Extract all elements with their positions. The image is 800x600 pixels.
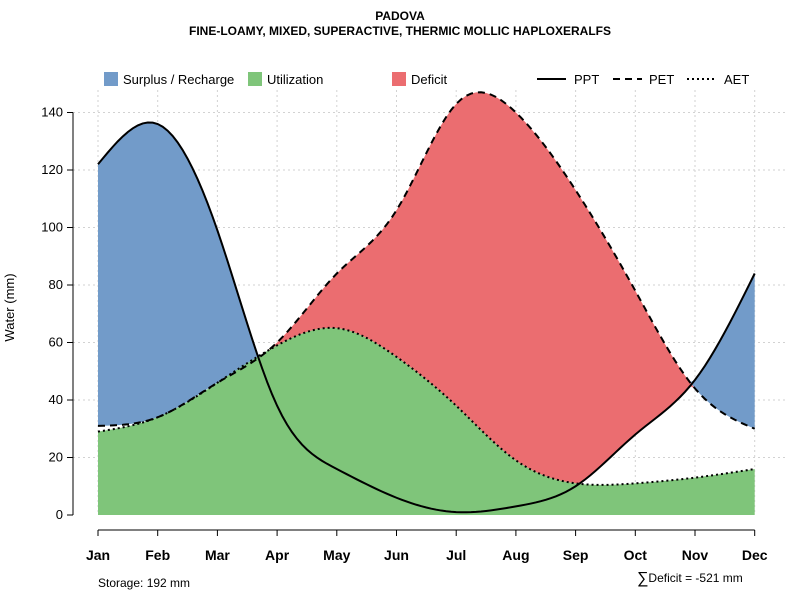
y-axis-label: Water (mm)	[2, 273, 17, 341]
series-lines	[97, 91, 756, 514]
y-tick-label-0: 0	[56, 507, 63, 522]
x-tick-label-mar: Mar	[205, 547, 230, 563]
chart-subtitle: FINE-LOAMY, MIXED, SUPERACTIVE, THERMIC …	[188, 24, 611, 38]
x-tick-label-may: May	[323, 547, 350, 563]
y-tick-label-2: 40	[49, 392, 63, 407]
legend-label-utilization: Utilization	[267, 72, 323, 87]
x-tick-label-sep: Sep	[563, 547, 589, 563]
chart-title: PADOVA	[375, 9, 425, 23]
series-line-pet	[97, 91, 756, 430]
sigma-symbol: ∑	[637, 570, 649, 587]
legend-label-deficit: Deficit	[411, 72, 448, 87]
x-tick-label-jan: Jan	[86, 547, 110, 563]
legend-swatch-surplus	[104, 72, 118, 86]
x-tick-label-nov: Nov	[682, 547, 709, 563]
y-tick-label-3: 60	[49, 335, 63, 350]
x-tick-label-jun: Jun	[384, 547, 409, 563]
legend: Surplus / Recharge Utilization Deficit P…	[104, 72, 749, 87]
y-tick-label-5: 100	[41, 220, 63, 235]
x-tick-label-feb: Feb	[145, 547, 170, 563]
area-surplus-recharge	[98, 92, 755, 429]
deficit-label: Deficit = -521 mm	[648, 571, 743, 585]
legend-swatch-deficit	[392, 72, 406, 86]
legend-swatch-utilization	[248, 72, 262, 86]
x-tick-label-oct: Oct	[624, 547, 648, 563]
legend-label-aet: AET	[724, 72, 749, 87]
legend-label-ppt: PPT	[574, 72, 599, 87]
y-tick-label-6: 120	[41, 162, 63, 177]
x-tick-label-aug: Aug	[502, 547, 529, 563]
y-tick-label-7: 140	[41, 105, 63, 120]
deficit-summary: ∑Deficit = -521 mm	[637, 570, 743, 588]
storage-label: Storage: 192 mm	[98, 576, 191, 590]
legend-label-pet: PET	[649, 72, 674, 87]
x-tick-label-dec: Dec	[742, 547, 768, 563]
series-line-ppt	[97, 121, 756, 514]
legend-label-surplus: Surplus / Recharge	[123, 72, 234, 87]
y-tick-label-4: 80	[49, 277, 63, 292]
x-tick-label-apr: Apr	[265, 547, 290, 563]
area-deficit	[98, 92, 755, 484]
x-tick-label-jul: Jul	[446, 547, 466, 563]
axes: 0 20 40 60 80 100 120 140 Water (mm) Jan Feb Mar Apr…	[2, 105, 768, 564]
area-utilization	[98, 327, 755, 515]
area-fills	[98, 92, 755, 515]
y-tick-label-1: 20	[49, 450, 63, 465]
